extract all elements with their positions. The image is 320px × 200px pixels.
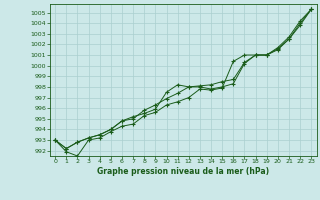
X-axis label: Graphe pression niveau de la mer (hPa): Graphe pression niveau de la mer (hPa): [97, 167, 269, 176]
